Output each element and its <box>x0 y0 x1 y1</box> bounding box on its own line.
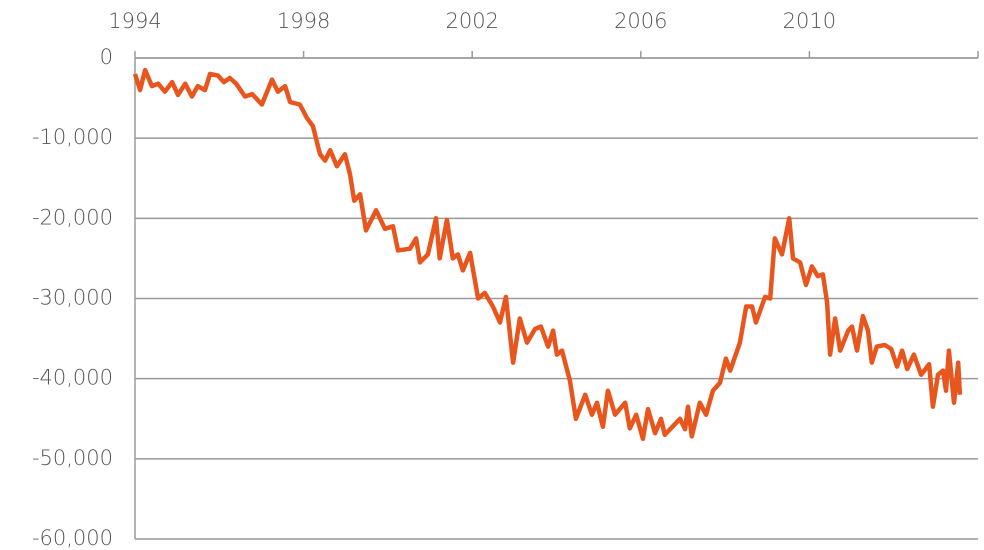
y-tick-label: -10,000 <box>32 125 113 149</box>
y-tick-label: -40,000 <box>32 366 113 390</box>
x-tick-label: 2006 <box>614 9 667 33</box>
y-tick-label: 0 <box>100 45 113 69</box>
x-tick-label: 2010 <box>783 9 836 33</box>
y-tick-label: -30,000 <box>32 286 113 310</box>
y-tick-label: -20,000 <box>32 205 113 229</box>
x-tick-label: 2002 <box>445 9 498 33</box>
x-tick-label: 1998 <box>277 9 330 33</box>
data-line <box>132 67 963 442</box>
y-tick-label: -60,000 <box>32 526 113 550</box>
x-tick-label: 1994 <box>108 9 161 33</box>
y-tick-label: -50,000 <box>32 446 113 470</box>
